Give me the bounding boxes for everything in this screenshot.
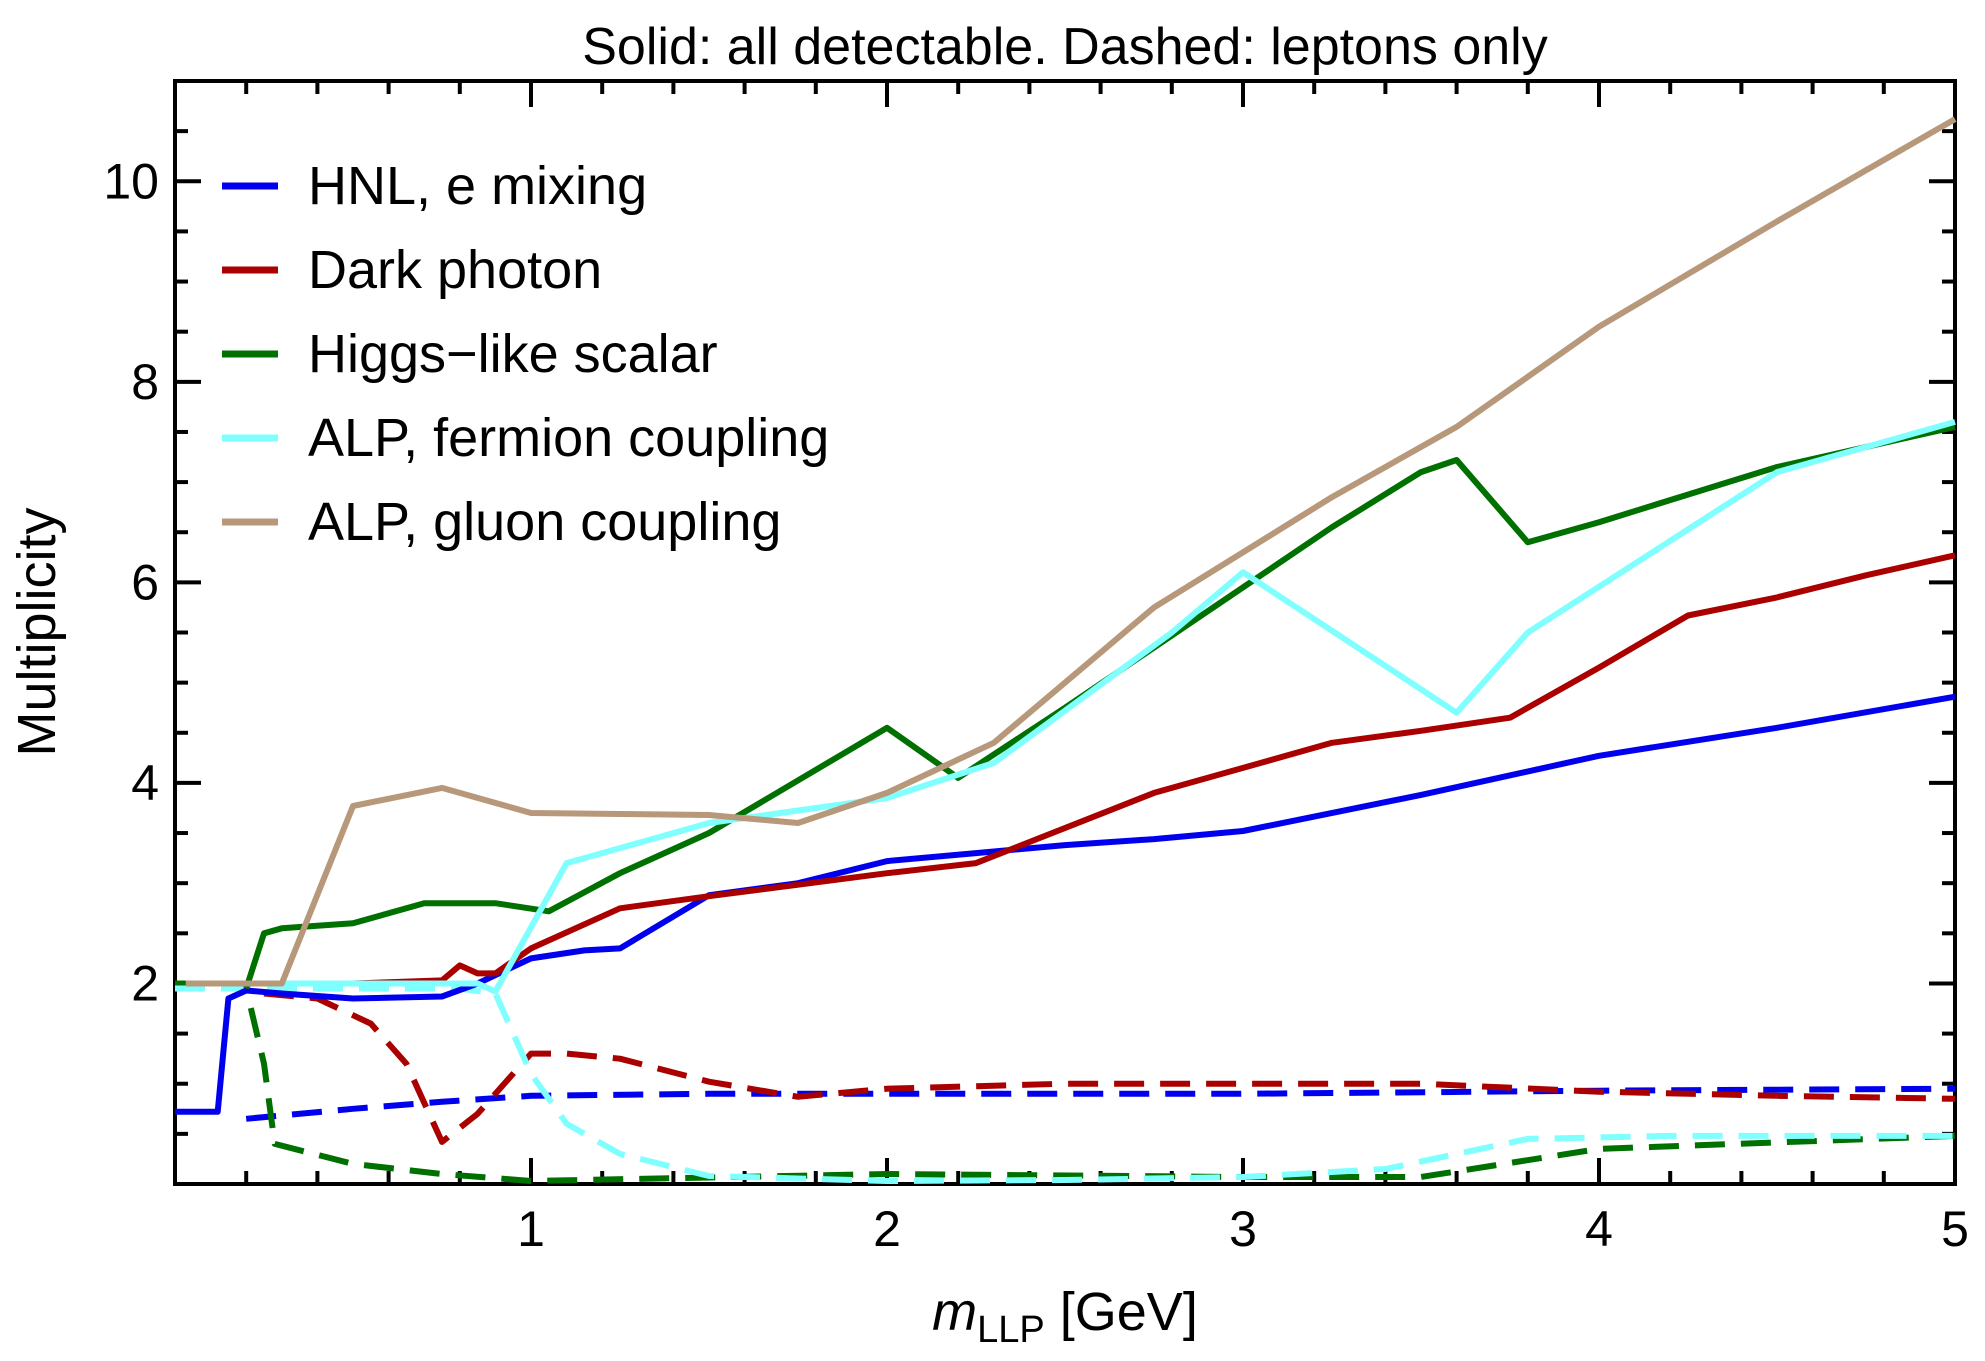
series-line-dark-photon-leptons [263, 990, 1956, 1145]
y-tick-label: 4 [131, 755, 159, 811]
chart-title: Solid: all detectable. Dashed: leptons o… [582, 18, 1548, 76]
series-line-hnl-e-mixing [175, 693, 1956, 1115]
y-tick-label: 6 [131, 554, 159, 610]
series-line-alp-fermion-coupling [281, 419, 1956, 995]
y-axis-label: Multiplicity [7, 507, 67, 756]
x-tick-label: 5 [1941, 1201, 1969, 1257]
axis-ticks: 1 2 3 4 5 2 4 6 8 10 [103, 81, 1969, 1257]
x-axis-label-main: m [932, 1282, 977, 1342]
series-line-higgs-like-scalar [243, 423, 1956, 990]
legend-label: Higgs−like scalar [308, 324, 718, 384]
x-tick-label: 3 [1229, 1201, 1257, 1257]
legend-label: Dark photon [308, 240, 602, 300]
y-tick-label: 2 [131, 955, 159, 1011]
x-axis-label: mLLP [GeV] [932, 1282, 1198, 1351]
x-axis-label-unit: [GeV] [1045, 1282, 1198, 1342]
y-tick-label: 8 [131, 354, 159, 410]
legend-label: ALP, fermion coupling [308, 408, 829, 468]
legend-label: HNL, e mixing [308, 156, 647, 216]
x-tick-label: 1 [517, 1201, 545, 1257]
series-line-hnl-e-mixing-leptons [245, 1085, 1956, 1122]
x-tick-label: 2 [873, 1201, 901, 1257]
y-tick-label: 10 [103, 153, 159, 209]
series-line-alp-gluon-coupling [185, 116, 1957, 987]
series-line-higgs-like-scalar-leptons [175, 980, 1956, 1184]
legend-label: ALP, gluon coupling [308, 492, 781, 552]
x-axis-label-sub: LLP [977, 1309, 1045, 1351]
series-line-dark-photon [352, 552, 1956, 987]
series-layer [175, 116, 1957, 1184]
legend: HNL, e mixing Dark photon Higgs−like scala… [222, 156, 829, 552]
series-line-alp-fermion-coupling-leptons [175, 985, 1955, 1184]
x-tick-label: 4 [1585, 1201, 1613, 1257]
plot-area: 1 2 3 4 5 2 4 6 8 10 [103, 79, 1969, 1257]
